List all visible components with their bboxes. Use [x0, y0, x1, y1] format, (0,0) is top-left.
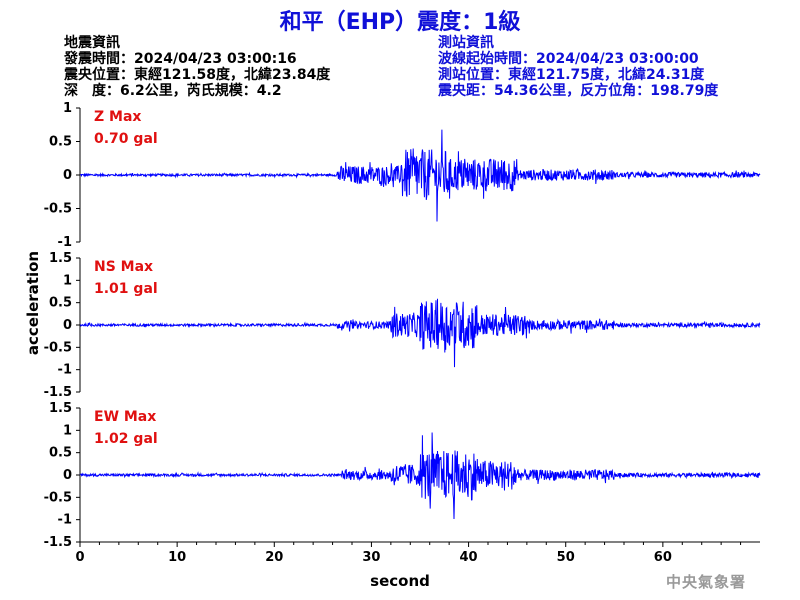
- y-tick-label: 0.5: [49, 446, 72, 461]
- y-tick-label: 1: [63, 423, 72, 438]
- y-axis-title: acceleration: [24, 251, 42, 355]
- x-tick-label: 60: [654, 550, 672, 565]
- y-tick-label: -1.5: [44, 385, 72, 400]
- station-info-block: 測站資訊 波線起始時間：2024/04/23 03:00:00 測站位置：東經1…: [438, 35, 718, 99]
- page-title: 和平（EHP）震度：1級: [279, 10, 521, 35]
- waveform-ew: [79, 432, 761, 520]
- y-tick-label: 0.5: [49, 135, 72, 150]
- y-tick-label: 0: [63, 168, 72, 183]
- waveform-ns: [79, 298, 761, 368]
- y-tick-label: -1.5: [44, 535, 72, 550]
- x-tick-label: 30: [362, 550, 380, 565]
- y-tick-label: -1: [58, 363, 72, 378]
- x-tick-label: 20: [265, 550, 283, 565]
- max-label-ew: EW Max: [94, 409, 156, 425]
- earthquake-info-heading: 地震資訊: [64, 35, 120, 51]
- x-tick-label: 40: [460, 550, 478, 565]
- earthquake-info-block: 地震資訊 發震時間：2024/04/23 03:00:16 震央位置：東經121…: [64, 35, 330, 99]
- origin-time: 發震時間：2024/04/23 03:00:16: [64, 51, 297, 67]
- max-label-ns: NS Max: [94, 259, 153, 275]
- x-tick-label: 0: [75, 550, 84, 565]
- y-tick-label: 1: [63, 101, 72, 116]
- y-tick-label: 1: [63, 273, 72, 288]
- y-tick-label: 1.5: [49, 401, 72, 416]
- max-value-ew: 1.02 gal: [94, 431, 158, 447]
- x-tick-label: 10: [168, 550, 186, 565]
- y-tick-label: 0: [63, 468, 72, 483]
- distance-azimuth: 震央距：54.36公里，反方位角：198.79度: [438, 83, 719, 99]
- depth-magnitude: 深 度：6.2公里，芮氏規模：4.2: [64, 83, 282, 99]
- y-tick-label: -1: [58, 513, 72, 528]
- y-tick-label: -0.5: [44, 202, 72, 217]
- y-tick-label: -0.5: [44, 340, 72, 355]
- y-tick-label: 1.5: [49, 251, 72, 266]
- station-info-heading: 測站資訊: [438, 35, 494, 51]
- waveform-z: [80, 129, 761, 222]
- x-axis-title: second: [370, 572, 430, 590]
- y-tick-label: 0: [63, 318, 72, 333]
- agency-credit: 中央氣象署: [665, 573, 746, 591]
- max-label-z: Z Max: [94, 109, 141, 125]
- x-tick-label: 50: [557, 550, 575, 565]
- y-tick-label: 0.5: [49, 296, 72, 311]
- wave-start-time: 波線起始時間：2024/04/23 03:00:00: [438, 51, 699, 67]
- station-location: 測站位置：東經121.75度，北緯24.31度: [438, 67, 705, 83]
- epicenter-location: 震央位置：東經121.58度，北緯23.84度: [64, 67, 331, 83]
- y-tick-label: -0.5: [44, 490, 72, 505]
- y-tick-label: -1: [58, 235, 72, 250]
- max-value-ns: 1.01 gal: [94, 281, 158, 297]
- max-value-z: 0.70 gal: [94, 131, 158, 147]
